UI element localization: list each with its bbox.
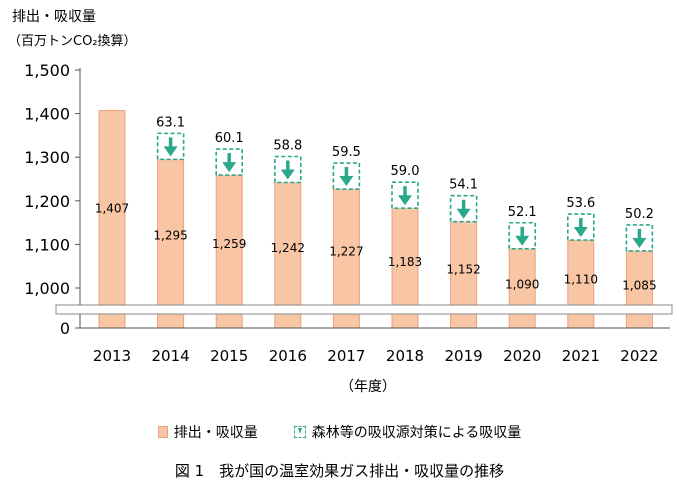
x-tick-label-2015: 2015	[210, 347, 248, 365]
sink-value-label-2014: 63.1	[156, 115, 185, 130]
y-axis-title: 排出・吸収量	[12, 9, 96, 25]
legend-label-emissions: 排出・吸収量	[173, 425, 258, 441]
sink-arrow-head-2015	[222, 162, 237, 173]
bar-emissions-2015	[215, 174, 243, 329]
x-tick-label-2021: 2021	[562, 347, 600, 365]
bar-emissions-2013	[98, 110, 126, 329]
x-tick-label-2019: 2019	[445, 347, 483, 365]
sink-value-label-2016: 58.8	[273, 138, 302, 153]
bar-value-label-2017: 1,227	[329, 245, 363, 259]
x-tick-label-2022: 2022	[620, 347, 658, 365]
figure-caption: 図 1 我が国の温室効果ガス排出・吸収量の推移	[174, 462, 505, 480]
legend-swatch-sink-icon	[293, 426, 306, 438]
x-tick-label-2014: 2014	[152, 347, 190, 365]
sink-value-label-2019: 54.1	[449, 178, 478, 193]
sink-arrow-head-2020	[515, 235, 530, 246]
sink-value-label-2021: 53.6	[566, 196, 595, 211]
bar-value-label-2020: 1,090	[505, 277, 539, 291]
sink-arrow-head-2019	[456, 208, 471, 219]
sink-value-label-2018: 59.0	[391, 164, 420, 179]
bar-emissions-2022	[625, 250, 653, 329]
bar-emissions-2016	[274, 181, 302, 329]
y-tick-label-1000: 1,000	[24, 279, 70, 298]
sink-value-label-2017: 59.5	[332, 145, 361, 160]
y-tick-label-1500: 1,500	[24, 61, 70, 80]
y-tick-label-1100: 1,100	[24, 235, 70, 254]
sink-value-label-2020: 52.1	[508, 205, 537, 220]
x-tick-label-2018: 2018	[386, 347, 424, 365]
legend: 排出・吸収量 森林等の吸収源対策による吸収量	[0, 422, 679, 442]
bar-emissions-2014	[157, 158, 185, 329]
sink-value-label-2022: 50.2	[625, 207, 654, 222]
bar-emissions-2020	[508, 248, 536, 329]
legend-swatch-emissions	[157, 426, 168, 438]
sink-arrow-head-2018	[398, 195, 412, 206]
y-tick-label-1300: 1,300	[24, 148, 70, 167]
y-axis-unit: （百万トンCO₂換算）	[8, 34, 137, 49]
legend-item-emissions: 排出・吸収量	[157, 422, 258, 442]
bar-value-label-2021: 1,110	[564, 273, 598, 287]
axis-break	[55, 304, 673, 315]
y-tick-label-1400: 1,400	[24, 105, 70, 124]
sink-arrow-head-2021	[573, 227, 588, 238]
x-tick-label-2016: 2016	[269, 347, 307, 365]
x-tick-label-2020: 2020	[503, 347, 541, 365]
sink-arrow-head-2022	[632, 237, 647, 248]
bar-value-label-2018: 1,183	[388, 255, 422, 269]
bar-value-label-2014: 1,295	[153, 228, 187, 242]
legend-item-sink: 森林等の吸収源対策による吸収量	[293, 422, 522, 442]
bar-value-label-2013: 1,407	[95, 201, 129, 215]
sink-arrow-head-2016	[280, 169, 295, 180]
bar-value-label-2022: 1,085	[622, 279, 656, 293]
y-tick-label-1200: 1,200	[24, 192, 70, 211]
y-tick-label-0: 0	[60, 319, 70, 338]
bar-value-label-2015: 1,259	[212, 237, 246, 251]
bar-value-label-2016: 1,242	[271, 241, 305, 255]
x-axis-title: （年度）	[340, 379, 396, 395]
bar-value-label-2019: 1,152	[446, 263, 480, 277]
legend-label-sink: 森林等の吸収源対策による吸収量	[311, 425, 522, 441]
sink-arrow-head-2014	[163, 146, 178, 157]
sink-value-label-2015: 60.1	[215, 131, 244, 146]
x-tick-label-2013: 2013	[93, 347, 131, 365]
sink-arrow-head-2017	[339, 176, 354, 187]
x-tick-label-2017: 2017	[327, 347, 365, 365]
